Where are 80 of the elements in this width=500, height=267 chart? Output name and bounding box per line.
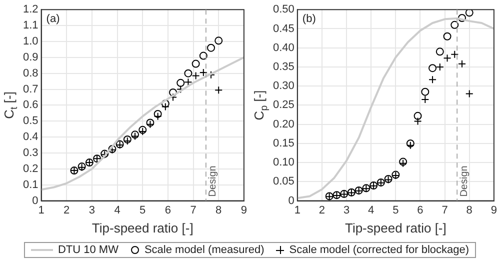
ref-line-label: Design: [458, 166, 470, 197]
x-tick-label: 8: [216, 204, 222, 216]
x-tick-label: 3: [88, 204, 96, 216]
x-tick-label: 5: [140, 204, 146, 216]
legend-label: Scale model (measured): [143, 244, 264, 256]
y-tick-label: 0.10: [272, 156, 294, 169]
point: [428, 76, 437, 84]
point: [443, 32, 452, 40]
y-tick-label: 0: [288, 194, 294, 207]
y-tick-label: 0.20: [272, 118, 294, 130]
ref-line-label: Design: [208, 166, 219, 197]
y-tick-label: 1.1: [22, 20, 38, 32]
point: [414, 117, 422, 126]
y-tick-label: 0.2: [22, 162, 38, 175]
point: [465, 90, 474, 98]
point: [443, 54, 452, 62]
x-tick-label: 3: [343, 204, 350, 216]
x-tick-label: 7: [190, 204, 196, 216]
y-tick-label: 0.8: [22, 67, 38, 80]
point: [436, 48, 444, 56]
point: [199, 52, 208, 60]
y-tick-label: 1.0: [22, 36, 38, 48]
y-tick-label: 0.30: [272, 80, 294, 92]
legend-label: Scale model (corrected for blockage): [288, 244, 470, 256]
point: [176, 78, 185, 87]
point: [169, 88, 178, 96]
point: [421, 88, 430, 96]
x-tick-label: 1: [294, 204, 300, 216]
y-tick-label: 0.25: [272, 99, 294, 112]
point: [192, 72, 200, 80]
y-tick-label: 0: [32, 194, 38, 207]
point: [406, 139, 414, 148]
annotation: (a): [46, 13, 60, 26]
annotation: (b): [302, 13, 316, 26]
point: [184, 78, 192, 86]
y-tick-label: 0.35: [272, 60, 294, 73]
x-axis-title: Tip-speed ratio [-]: [344, 220, 446, 236]
point: [161, 100, 170, 108]
point: [207, 44, 216, 52]
y-tick-label: 0.6: [22, 99, 38, 112]
x-tick-label: 7: [442, 204, 448, 216]
x-tick-label: 5: [392, 204, 399, 216]
point: [465, 10, 474, 17]
legend-label: DTU 10 MW: [56, 244, 118, 256]
point: [154, 110, 162, 118]
point: [450, 20, 459, 29]
point: [214, 36, 223, 45]
y-tick-label: 0.4: [22, 131, 38, 144]
y-tick-label: 0.45: [272, 22, 294, 35]
x-tick-label: 4: [368, 204, 374, 216]
point: [414, 112, 422, 120]
x-tick-label: 2: [64, 204, 70, 216]
point: [450, 50, 459, 58]
point: [184, 69, 192, 78]
point: [458, 14, 466, 22]
y-tick-label: 0.1: [22, 178, 38, 191]
y-tick-label: 0.3: [22, 147, 38, 160]
y-axis-title: Cp [-]: [252, 90, 270, 120]
y-axis-title: Ct [-]: [2, 92, 20, 119]
x-tick-label: 6: [164, 204, 172, 216]
y-tick-label: 0.7: [22, 83, 38, 96]
x-tick-label: 8: [466, 204, 472, 216]
y-tick-label: 0.5: [22, 115, 38, 128]
x-tick-label: 9: [490, 204, 498, 216]
x-tick-label: 4: [114, 204, 120, 216]
point: [428, 64, 437, 72]
y-tick-label: 0.9: [22, 51, 38, 64]
x-tick-label: 9: [240, 204, 248, 216]
y-tick-label: 0.05: [272, 176, 294, 188]
point: [192, 60, 200, 68]
point: [214, 86, 223, 94]
x-axis-title: Tip-speed ratio [-]: [92, 220, 194, 236]
point: [123, 135, 132, 144]
x-tick-label: 1: [38, 204, 44, 216]
y-tick-label: 1.2: [22, 4, 38, 16]
x-tick-label: 6: [417, 204, 424, 216]
y-tick-label: 0.50: [272, 4, 294, 16]
y-tick-label: 0.40: [272, 42, 294, 54]
x-tick-label: 2: [318, 204, 326, 216]
y-tick-label: 0.15: [272, 137, 294, 150]
